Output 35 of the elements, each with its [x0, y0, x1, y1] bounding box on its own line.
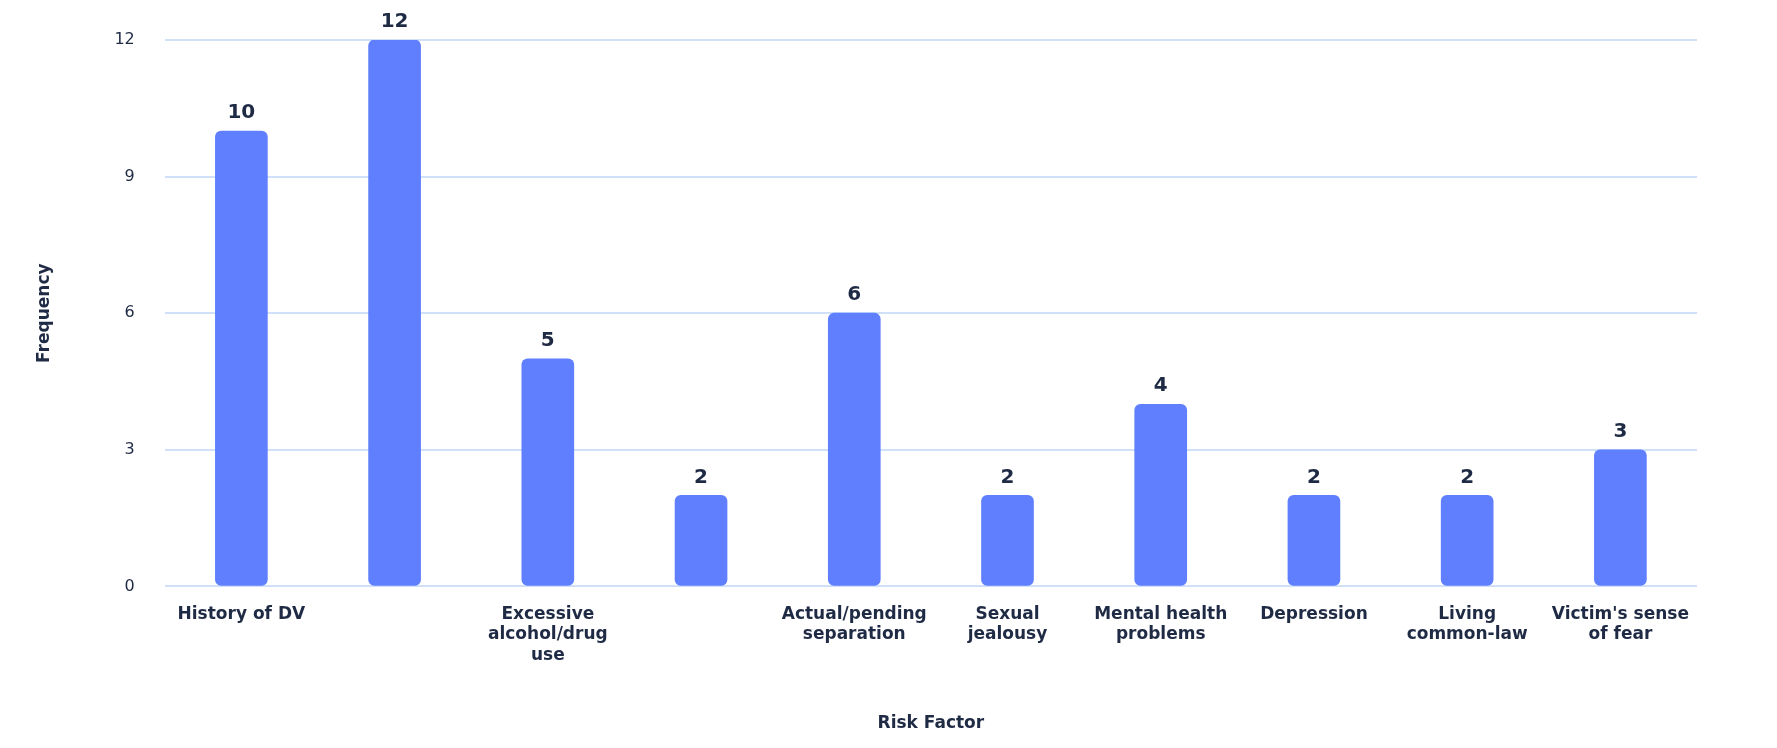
data-label: 2 — [1000, 463, 1015, 488]
data-label: 5 — [540, 326, 555, 351]
y-tick-label: 12 — [114, 29, 135, 49]
bar — [1440, 495, 1494, 586]
data-label: 2 — [1306, 463, 1321, 488]
x-tick-label: Excessive alcohol/drug use — [487, 603, 608, 664]
x-tick-label: Victim's sense of fear — [1551, 603, 1689, 644]
data-label: 3 — [1613, 418, 1628, 442]
data-label: 2 — [1460, 463, 1475, 488]
y-axis-title: Frequency — [32, 263, 53, 363]
bar — [215, 130, 268, 586]
data-label: 10 — [227, 99, 256, 124]
bar — [981, 495, 1034, 586]
x-axis-title: Risk Factor — [877, 712, 985, 733]
y-tick-label: 9 — [124, 165, 135, 185]
y-tick-label: 0 — [124, 575, 135, 595]
data-label: 6 — [847, 281, 862, 306]
x-tick-label: Mental health problems — [1094, 603, 1228, 644]
bar — [1594, 449, 1647, 586]
data-label: 4 — [1153, 372, 1168, 397]
x-tick-label: Actual/pending separation — [781, 603, 927, 644]
bar — [1287, 495, 1341, 586]
data-label: 2 — [694, 463, 708, 488]
bar — [827, 312, 881, 586]
bar — [368, 40, 421, 586]
bar — [1134, 403, 1188, 586]
x-tick-label: Sexual jealousy — [966, 603, 1048, 644]
y-tick-label: 3 — [124, 438, 135, 458]
bar — [521, 358, 575, 586]
y-tick-label: 6 — [124, 302, 135, 322]
data-label: 12 — [380, 8, 409, 33]
bar — [674, 495, 728, 586]
x-tick-label: Living common-law — [1406, 603, 1528, 644]
x-tick-label: Depression — [1260, 603, 1368, 624]
x-tick-label: History of DV — [177, 603, 307, 624]
